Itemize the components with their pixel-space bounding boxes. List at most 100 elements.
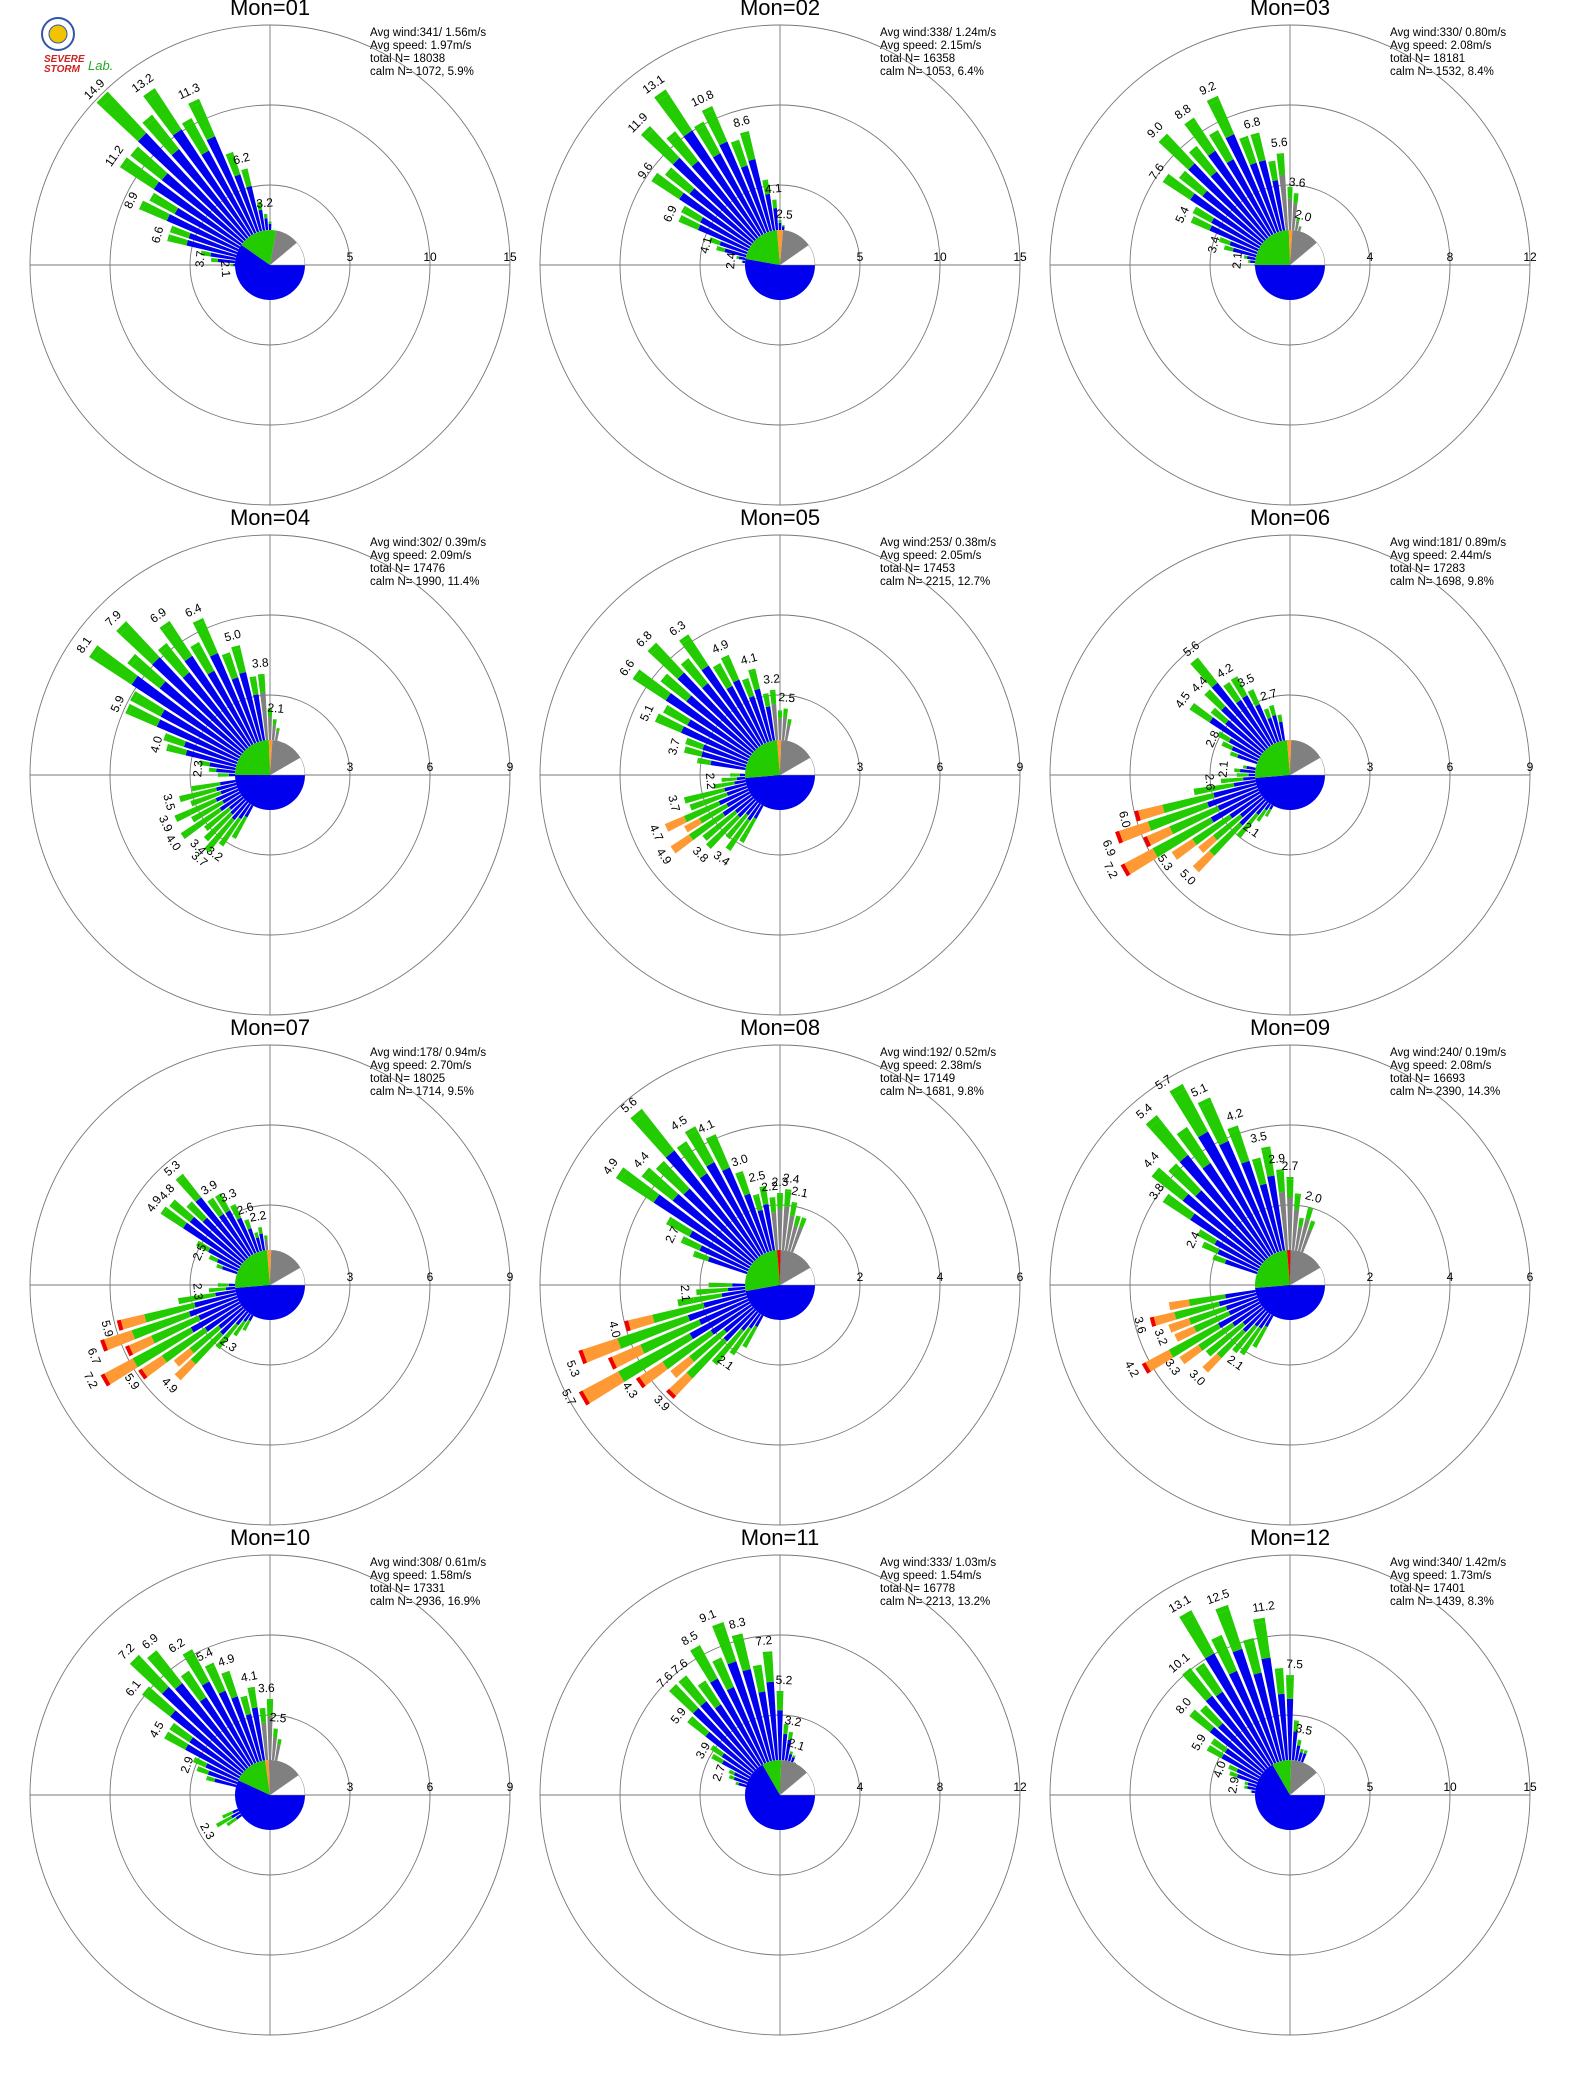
bar-segment (1266, 808, 1272, 815)
bar-segment (1242, 695, 1274, 746)
calm-pie-slice (745, 1285, 815, 1320)
stats-line: total N= 17476 (370, 563, 445, 575)
bar-segment (1141, 1362, 1151, 1374)
bar-segment (792, 1755, 796, 1758)
bar-segment (200, 760, 211, 767)
bar-value-label: 2.1 (1225, 1352, 1247, 1373)
bar-value-label: 2.9 (178, 1754, 197, 1775)
bar-segment (706, 833, 722, 849)
bar-segment (213, 812, 233, 832)
bar-segment (719, 241, 748, 255)
stats-line: total N= 17331 (370, 1583, 445, 1595)
bar-segment (175, 1173, 185, 1183)
bar-segment (182, 1222, 243, 1266)
bar-segment (210, 257, 212, 262)
bar-value-label: 6.9 (139, 1630, 161, 1652)
bar-segment (131, 1311, 191, 1340)
bar-segment (746, 1325, 758, 1341)
stats-line: Avg wind:333/ 1.03m/s (880, 1557, 996, 1569)
bar-segment (231, 829, 240, 839)
bar-value-label: 3.9 (156, 813, 176, 834)
bar-segment (733, 818, 751, 841)
bar-segment (1293, 1721, 1299, 1732)
bar-segment (192, 618, 205, 627)
bar-segment (624, 1320, 631, 1332)
bar-segment (230, 1205, 242, 1220)
bar-segment (1291, 203, 1298, 231)
bar-segment (722, 1328, 744, 1354)
bar-segment (1247, 1786, 1256, 1791)
bar-segment (125, 703, 133, 715)
bar-segment (185, 1744, 241, 1779)
bar-segment (1149, 1119, 1188, 1162)
calm-pie-slice (745, 230, 780, 265)
bar-segment (1268, 160, 1276, 164)
bar-value-label: 6.4 (183, 600, 204, 620)
bar-segment (1221, 741, 1225, 747)
bar-segment (658, 1163, 690, 1195)
bar-segment (179, 793, 194, 803)
bar-segment (156, 719, 239, 762)
bar-segment (1192, 217, 1212, 231)
bar-segment (1207, 783, 1235, 793)
bar-segment (1208, 1746, 1224, 1759)
bar-segment (1208, 150, 1271, 238)
bar-segment (781, 717, 787, 741)
bar-segment (718, 788, 749, 806)
calm-pie-slice (266, 1250, 272, 1285)
bar-segment (681, 205, 687, 214)
bar-segment (258, 675, 266, 693)
bar-segment (259, 1233, 266, 1251)
bar-segment (277, 1739, 282, 1746)
bar-segment (1250, 1790, 1253, 1793)
ring-label: 2 (857, 1270, 864, 1284)
bar-segment (711, 1349, 727, 1366)
bar-segment (725, 837, 738, 851)
bar-segment (225, 151, 234, 157)
bar-value-label: 6.9 (1100, 838, 1119, 859)
bar-segment (209, 652, 257, 744)
bar-segment (665, 693, 753, 756)
bar-segment (219, 794, 243, 812)
stats-line: calm N= 2213, 13.2% (880, 1596, 990, 1608)
bar-segment (703, 109, 728, 146)
bar-value-label: 3.5 (1235, 670, 1256, 690)
bar-segment (231, 677, 260, 743)
bar-segment (221, 652, 231, 658)
bar-value-label: 5.0 (223, 627, 243, 645)
bar-segment (200, 791, 222, 803)
bar-segment (1208, 99, 1235, 139)
bar-segment (1151, 1167, 1163, 1180)
bar-segment (720, 654, 730, 662)
bar-segment (736, 1173, 751, 1196)
bar-value-label: 2.2 (248, 1208, 267, 1225)
stats-line: calm N= 2215, 12.7% (880, 576, 990, 588)
bar-segment (247, 1228, 260, 1253)
bar-segment (216, 1264, 224, 1270)
bar-value-label: 7.6 (1146, 160, 1167, 182)
bar-segment (211, 257, 218, 263)
bar-segment (788, 1731, 794, 1734)
bar-segment (201, 250, 212, 257)
bar-value-label: 2.5 (190, 1241, 210, 1262)
bar-segment (758, 1691, 776, 1761)
bar-segment (197, 1241, 211, 1252)
bar-segment (186, 1201, 194, 1209)
bar-segment (1246, 1326, 1262, 1346)
bar-segment (696, 125, 721, 158)
bar-segment (677, 1297, 694, 1307)
bar-segment (116, 1319, 124, 1331)
bar-segment (1213, 1638, 1237, 1675)
bar-segment (733, 1772, 749, 1782)
bar-segment (206, 136, 257, 234)
bar-segment (680, 726, 749, 762)
bar-segment (723, 1308, 757, 1342)
bar-value-label: 2.1 (790, 1183, 810, 1200)
calm-pie-slice (269, 242, 306, 266)
stats-line: Avg wind:341/ 1.56m/s (370, 27, 486, 39)
bar-segment (1258, 1312, 1271, 1329)
bar-segment (1211, 217, 1261, 249)
bar-segment (1244, 1785, 1248, 1789)
bar-segment (1251, 1790, 1256, 1794)
